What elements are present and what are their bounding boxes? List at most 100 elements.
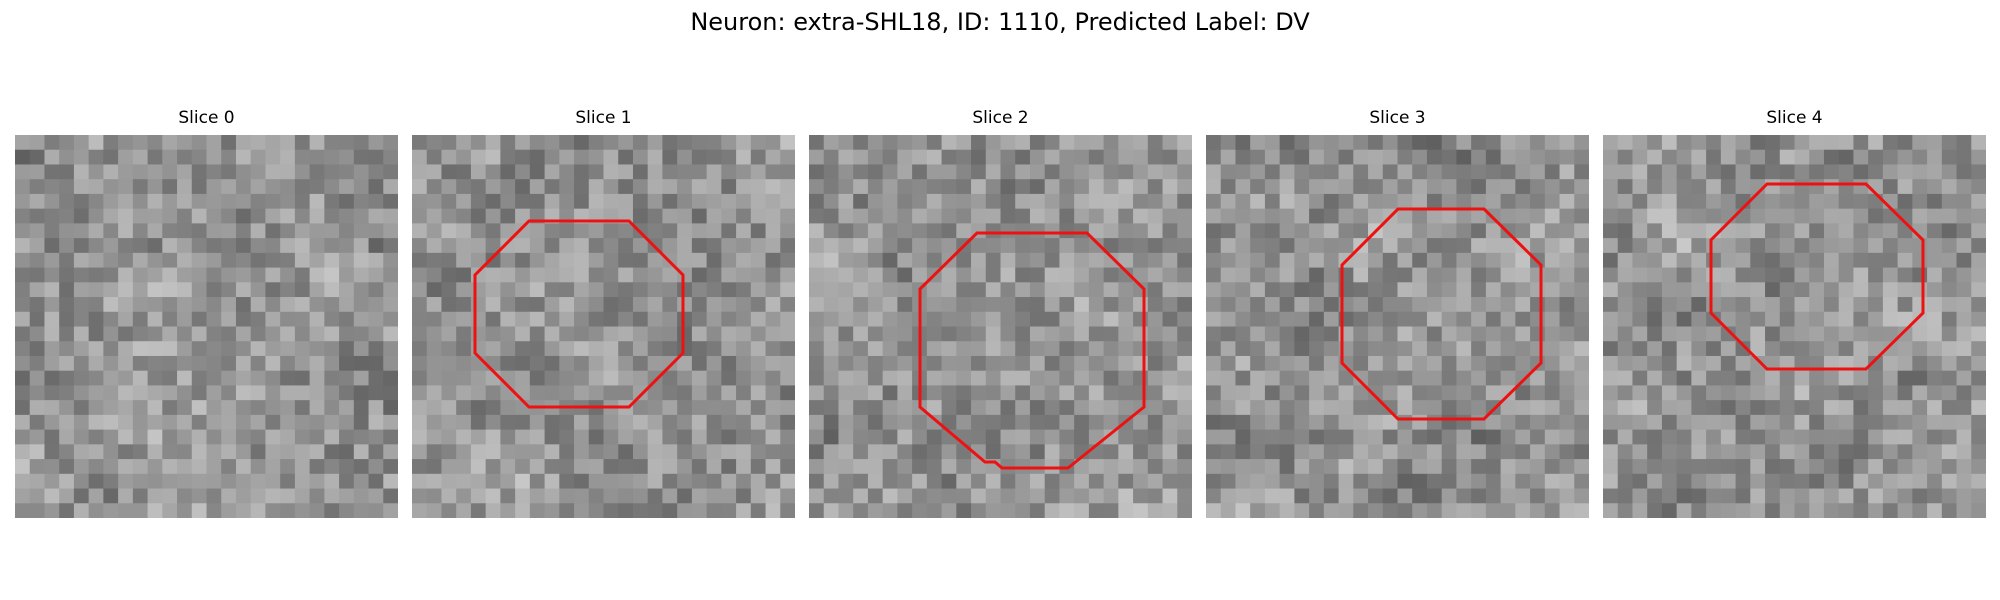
image-pixel (221, 267, 237, 283)
image-pixel (1264, 488, 1281, 504)
image-pixel (1250, 208, 1266, 224)
image-pixel (1133, 238, 1149, 254)
image-pixel (926, 385, 943, 401)
image-pixel (706, 282, 722, 298)
image-pixel (574, 193, 590, 210)
image-pixel (412, 252, 428, 269)
image-pixel (177, 341, 193, 357)
image-pixel (574, 370, 590, 387)
image-pixel (1750, 503, 1766, 518)
image-pixel (780, 135, 795, 151)
image-pixel (1823, 429, 1840, 445)
image-pixel (1853, 179, 1869, 195)
image-pixel (177, 370, 193, 387)
image-pixel (412, 459, 428, 475)
image-pixel (412, 297, 428, 313)
image-pixel (1353, 267, 1369, 283)
image-pixel (1927, 400, 1943, 416)
image-pixel (1559, 503, 1575, 518)
image-pixel (1912, 414, 1928, 431)
image-pixel (383, 429, 398, 445)
image-pixel (853, 135, 869, 151)
image-pixel (88, 149, 104, 166)
image-pixel (103, 503, 119, 518)
image-pixel (206, 238, 222, 254)
image-pixel (1912, 341, 1928, 357)
image-pixel (147, 223, 163, 239)
image-pixel (412, 267, 428, 283)
image-pixel (1574, 252, 1589, 269)
image-pixel (941, 238, 957, 254)
image-pixel (1338, 503, 1354, 518)
image-pixel (1530, 238, 1546, 254)
image-pixel (721, 223, 737, 239)
image-pixel (1177, 444, 1192, 460)
image-pixel (235, 223, 252, 239)
image-pixel (897, 429, 913, 445)
image-pixel (515, 370, 531, 387)
image-pixel (1397, 164, 1413, 180)
image-pixel (1000, 370, 1016, 387)
image-pixel (1074, 341, 1090, 357)
image-pixel (1750, 223, 1766, 239)
image-pixel (500, 208, 516, 224)
image-pixel (412, 341, 428, 357)
image-pixel (1264, 135, 1281, 151)
image-pixel (588, 370, 605, 387)
image-pixel (1735, 385, 1751, 401)
image-pixel (897, 179, 913, 195)
image-pixel (1000, 400, 1016, 416)
image-pixel (677, 164, 693, 180)
image-pixel (677, 252, 693, 269)
image-pixel (426, 503, 443, 518)
image-pixel (1000, 297, 1016, 313)
image-pixel (1647, 193, 1663, 210)
image-pixel (882, 459, 898, 475)
image-pixel (1838, 179, 1855, 195)
image-pixel (485, 341, 501, 357)
image-pixel (736, 326, 752, 342)
image-pixel (985, 385, 1002, 401)
image-pixel (1118, 488, 1134, 504)
image-pixel (456, 429, 472, 445)
image-pixel (339, 282, 355, 298)
image-pixel (1706, 267, 1722, 283)
image-pixel (1750, 135, 1766, 151)
image-pixel (1706, 488, 1722, 504)
image-pixel (1456, 282, 1472, 298)
image-pixel (426, 326, 443, 342)
image-pixel (1471, 385, 1487, 401)
image-pixel (1412, 252, 1428, 269)
image-pixel (1088, 297, 1105, 313)
image-pixel (1294, 208, 1310, 224)
image-pixel (1162, 414, 1178, 431)
image-pixel (1617, 473, 1634, 490)
image-pixel (867, 252, 884, 269)
image-pixel (294, 341, 311, 357)
image-pixel (1426, 164, 1443, 180)
image-pixel (1882, 164, 1899, 180)
image-pixel (559, 238, 575, 254)
image-pixel (1235, 488, 1251, 504)
image-pixel (1574, 370, 1589, 387)
image-pixel (706, 179, 722, 195)
image-pixel (59, 444, 75, 460)
image-pixel (1794, 311, 1810, 328)
image-pixel (1412, 370, 1428, 387)
image-pixel (177, 414, 193, 431)
image-pixel (1647, 164, 1663, 180)
image-pixel (559, 282, 575, 298)
image-pixel (29, 267, 46, 283)
image-pixel (1838, 488, 1855, 504)
image-pixel (1338, 135, 1354, 151)
roi-contour (918, 231, 1146, 470)
image-pixel (897, 370, 913, 387)
image-pixel (221, 252, 237, 269)
image-pixel (456, 282, 472, 298)
image-pixel (809, 135, 825, 151)
image-pixel (926, 326, 943, 342)
image-pixel (1250, 179, 1266, 195)
image-pixel (1397, 503, 1413, 518)
image-pixel (29, 341, 46, 357)
image-pixel (1838, 400, 1855, 416)
